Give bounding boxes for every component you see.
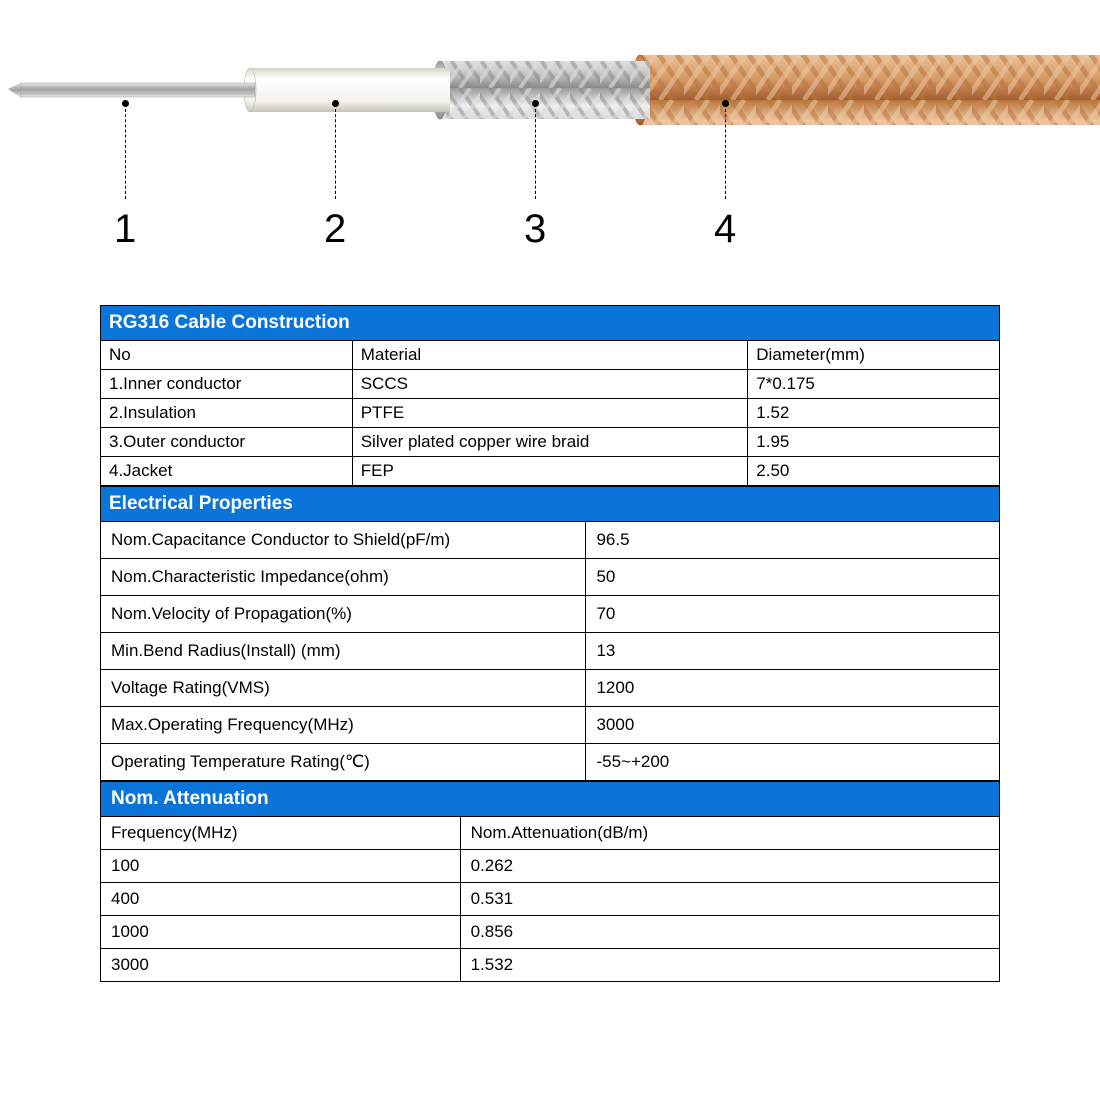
table-row: 1.Inner conductor SCCS 7*0.175 <box>101 370 1000 399</box>
atten-value: 0.262 <box>460 850 999 883</box>
callout-dot <box>722 100 729 107</box>
elec-label: Nom.Velocity of Propagation(%) <box>101 596 586 633</box>
table-row: 1000 0.856 <box>101 916 1000 949</box>
callout-1: 1 <box>114 100 136 252</box>
electrical-table: Electrical Properties Nom.Capacitance Co… <box>100 486 1000 781</box>
construction-title: RG316 Cable Construction <box>101 306 1000 341</box>
elec-value: -55~+200 <box>586 744 1000 781</box>
callout-leader <box>535 109 536 199</box>
table-row: Operating Temperature Rating(℃) -55~+200 <box>101 744 1000 781</box>
elec-label: Min.Bend Radius(Install) (mm) <box>101 633 586 670</box>
elec-value: 3000 <box>586 707 1000 744</box>
atten-freq: 3000 <box>101 949 461 982</box>
atten-freq: 1000 <box>101 916 461 949</box>
table-row: 400 0.531 <box>101 883 1000 916</box>
atten-value: 0.531 <box>460 883 999 916</box>
construction-header-no: No <box>101 341 353 370</box>
elec-value: 96.5 <box>586 522 1000 559</box>
table-row: Min.Bend Radius(Install) (mm) 13 <box>101 633 1000 670</box>
cell-diameter: 1.95 <box>748 428 1000 457</box>
elec-label: Nom.Characteristic Impedance(ohm) <box>101 559 586 596</box>
electrical-title: Electrical Properties <box>101 487 1000 522</box>
diagram-callouts: 1 2 3 4 <box>0 100 1100 280</box>
callout-dot <box>532 100 539 107</box>
elec-label: Nom.Capacitance Conductor to Shield(pF/m… <box>101 522 586 559</box>
elec-value: 50 <box>586 559 1000 596</box>
elec-value: 70 <box>586 596 1000 633</box>
callout-number: 3 <box>524 207 546 252</box>
atten-value: 0.856 <box>460 916 999 949</box>
table-row: 100 0.262 <box>101 850 1000 883</box>
elec-value: 13 <box>586 633 1000 670</box>
cell-diameter: 7*0.175 <box>748 370 1000 399</box>
table-row: Nom.Characteristic Impedance(ohm) 50 <box>101 559 1000 596</box>
table-row: 3.Outer conductor Silver plated copper w… <box>101 428 1000 457</box>
table-row: Voltage Rating(VMS) 1200 <box>101 670 1000 707</box>
cell-material: SCCS <box>352 370 748 399</box>
construction-header-diameter: Diameter(mm) <box>748 341 1000 370</box>
table-row: Nom.Velocity of Propagation(%) 70 <box>101 596 1000 633</box>
callout-number: 2 <box>324 207 346 252</box>
elec-label: Operating Temperature Rating(℃) <box>101 744 586 781</box>
cell-no: 2.Insulation <box>101 399 353 428</box>
cell-no: 3.Outer conductor <box>101 428 353 457</box>
table-row: 2.Insulation PTFE 1.52 <box>101 399 1000 428</box>
elec-label: Voltage Rating(VMS) <box>101 670 586 707</box>
callout-leader <box>335 109 336 199</box>
cell-diameter: 2.50 <box>748 457 1000 486</box>
atten-freq: 100 <box>101 850 461 883</box>
atten-header-value: Nom.Attenuation(dB/m) <box>460 817 999 850</box>
callout-leader <box>725 109 726 199</box>
cell-material: Silver plated copper wire braid <box>352 428 748 457</box>
callout-number: 4 <box>714 207 736 252</box>
elec-label: Max.Operating Frequency(MHz) <box>101 707 586 744</box>
cell-material: PTFE <box>352 399 748 428</box>
callout-number: 1 <box>114 207 136 252</box>
table-row: 4.Jacket FEP 2.50 <box>101 457 1000 486</box>
cell-material: FEP <box>352 457 748 486</box>
callout-leader <box>125 109 126 199</box>
table-row: Nom.Capacitance Conductor to Shield(pF/m… <box>101 522 1000 559</box>
cell-no: 1.Inner conductor <box>101 370 353 399</box>
atten-freq: 400 <box>101 883 461 916</box>
callout-dot <box>332 100 339 107</box>
elec-value: 1200 <box>586 670 1000 707</box>
attenuation-table: Nom. Attenuation Frequency(MHz) Nom.Atte… <box>100 781 1000 982</box>
atten-value: 1.532 <box>460 949 999 982</box>
table-row: 3000 1.532 <box>101 949 1000 982</box>
table-row: Max.Operating Frequency(MHz) 3000 <box>101 707 1000 744</box>
atten-header-freq: Frequency(MHz) <box>101 817 461 850</box>
cell-diameter: 1.52 <box>748 399 1000 428</box>
attenuation-title: Nom. Attenuation <box>101 782 1000 817</box>
construction-table: RG316 Cable Construction No Material Dia… <box>100 305 1000 486</box>
construction-header-material: Material <box>352 341 748 370</box>
callout-3: 3 <box>524 100 546 252</box>
callout-dot <box>122 100 129 107</box>
cell-no: 4.Jacket <box>101 457 353 486</box>
callout-2: 2 <box>324 100 346 252</box>
callout-4: 4 <box>714 100 736 252</box>
